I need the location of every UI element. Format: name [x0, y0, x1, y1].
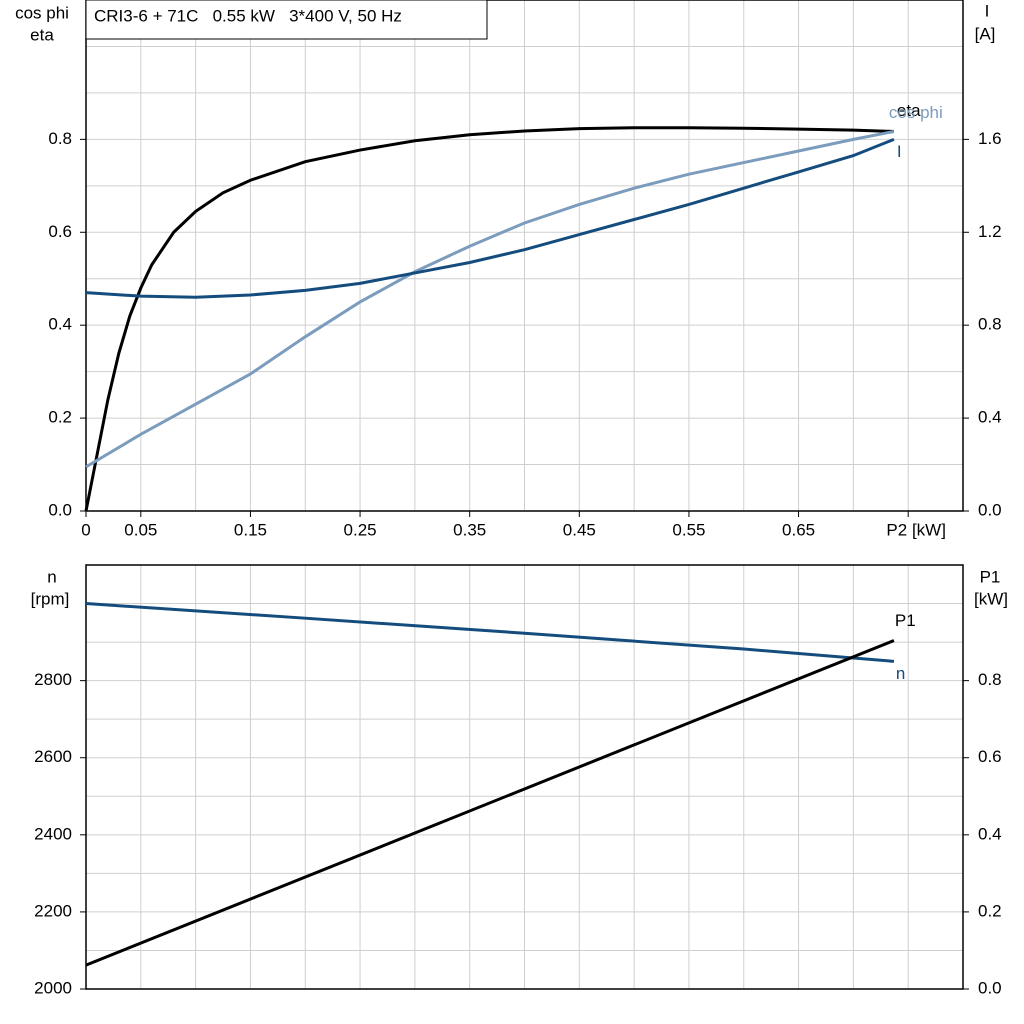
y-tick-label: 2000	[34, 978, 72, 997]
series-label: I	[897, 142, 902, 161]
y2-tick-label: 0.0	[978, 500, 1002, 519]
y2-tick-label: 0.0	[978, 978, 1002, 997]
series-line	[85, 639, 895, 967]
x-tick-label: 0.05	[124, 520, 157, 539]
plot-frame	[85, 564, 964, 990]
y-tick-label: 2200	[34, 901, 72, 920]
series-line	[85, 602, 895, 663]
y2-tick-label: 0.2	[978, 901, 1002, 920]
y-tick-label: 2800	[34, 670, 72, 689]
x-tick-label: 0.15	[234, 520, 267, 539]
series-line	[85, 137, 895, 299]
x-tick-label: 0.45	[563, 520, 596, 539]
series-label: eta	[897, 101, 921, 120]
series-line	[85, 129, 895, 469]
x-tick-label: 0.35	[453, 520, 486, 539]
x-tick-label: 0.65	[782, 520, 815, 539]
series-label: cos phi	[889, 103, 943, 122]
y2-tick-label: 1.6	[978, 129, 1002, 148]
y-tick-label: 0.6	[48, 222, 72, 241]
y2-tick-label: 0.8	[978, 315, 1002, 334]
y-tick-label: 2400	[34, 824, 72, 843]
y2-tick-label: 0.8	[978, 670, 1002, 689]
y2-tick-label: 1.2	[978, 222, 1002, 241]
series-line	[84, 126, 894, 512]
y-tick-label: 0.0	[48, 500, 72, 519]
y2-axis-label: P1	[980, 567, 1001, 586]
series-label: P1	[895, 611, 916, 630]
y2-axis-label: I	[985, 1, 990, 20]
y-tick-label: 0.2	[48, 408, 72, 427]
y-axis-label: eta	[30, 25, 54, 44]
plot-frame	[85, 0, 964, 512]
x-tick-label: P2 [kW]	[886, 520, 946, 539]
y-tick-label: 2600	[34, 747, 72, 766]
x-tick-label: 0.25	[344, 520, 377, 539]
y-tick-label: 0.4	[48, 315, 72, 334]
title-box	[85, 0, 488, 40]
x-tick-label: 0.55	[672, 520, 705, 539]
y2-tick-label: 0.4	[978, 824, 1002, 843]
y2-tick-label: 0.6	[978, 747, 1002, 766]
y2-axis-label: [A]	[975, 24, 996, 43]
y-axis-label: n	[47, 567, 56, 586]
x-tick-label: 0	[81, 520, 90, 539]
y-axis-label: [rpm]	[31, 589, 70, 608]
series-label: n	[896, 664, 905, 683]
y-tick-label: 0.8	[48, 129, 72, 148]
y-axis-label: cos phi	[15, 3, 69, 22]
chart-title: CRI3-6 + 71C 0.55 kW 3*400 V, 50 Hz	[94, 6, 402, 25]
y2-tick-label: 0.4	[978, 408, 1002, 427]
y2-axis-label: [kW]	[974, 589, 1008, 608]
